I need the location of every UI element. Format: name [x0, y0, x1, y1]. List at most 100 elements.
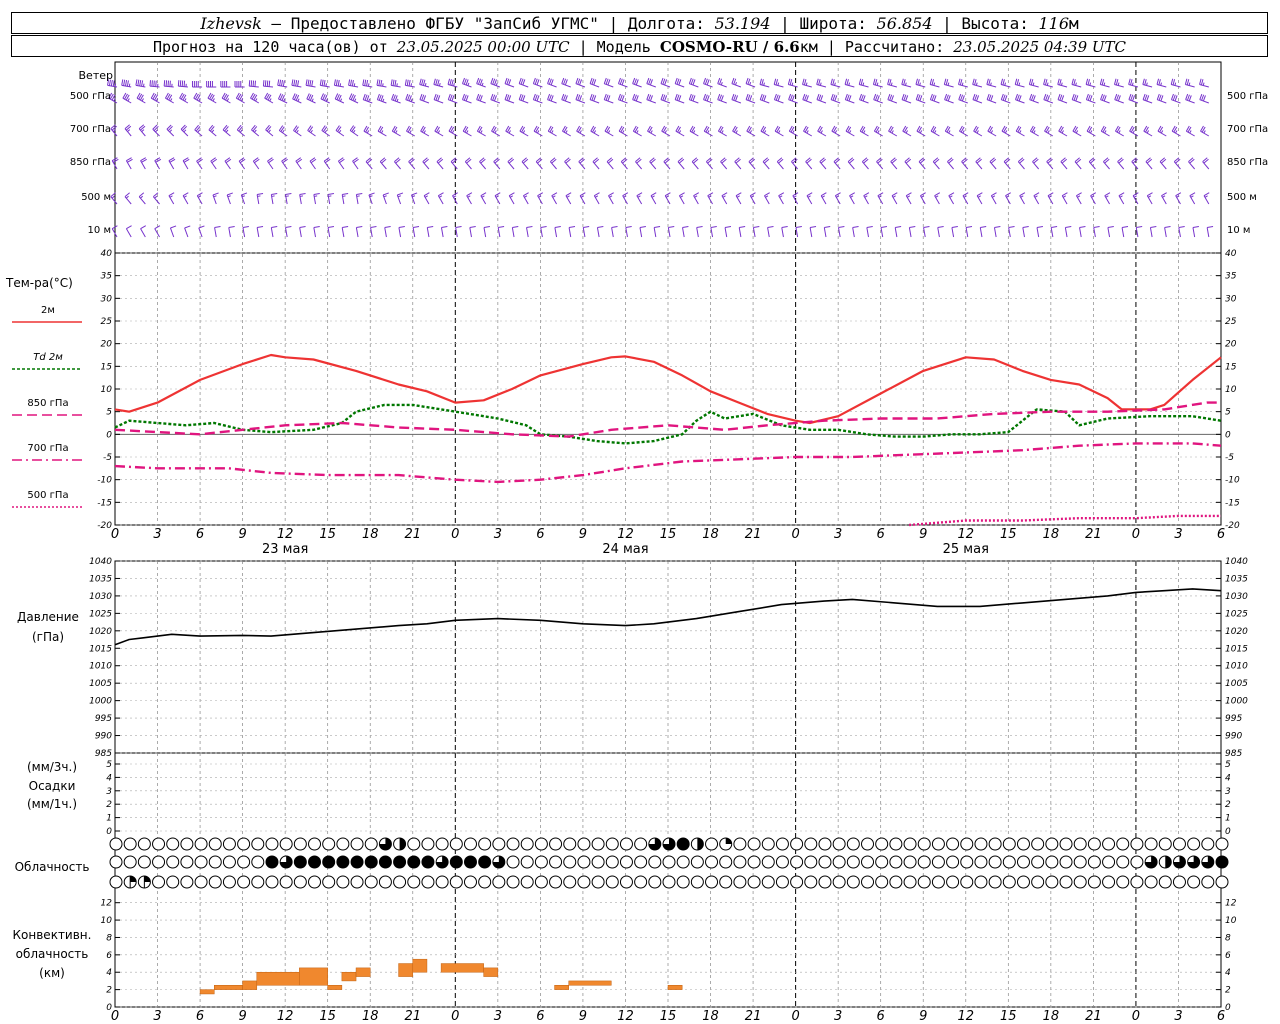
cloud-symbol-circle [279, 875, 293, 889]
cloud-symbol-circle [137, 855, 151, 869]
wind-barb-staff [987, 130, 997, 137]
cloud-symbol-circle [790, 875, 804, 889]
wind-barb-feather [285, 193, 292, 196]
cloud-symbol [123, 855, 137, 869]
alt-unit: м [1069, 14, 1079, 33]
wind-barb [1185, 125, 1195, 137]
wind-barb-feather [990, 158, 997, 164]
wind-barb-feather [820, 95, 824, 102]
wind-barb-staff [575, 99, 586, 104]
wind-barb-staff [447, 84, 458, 88]
wind-barb-half-feather [778, 130, 781, 134]
wind-barb-feather [407, 94, 411, 101]
cloud-symbol-circle [463, 875, 477, 889]
cloud-symbol [1116, 837, 1130, 851]
wind-barb [575, 77, 586, 88]
wind-barb [1079, 226, 1086, 238]
ytick-label-right: 1020 [1225, 627, 1248, 637]
wind-barb-half-feather [1075, 82, 1077, 86]
wind-barb-feather [787, 78, 791, 85]
wind-barb-half-feather [906, 195, 911, 198]
ytick-label-left: 4 [106, 968, 112, 978]
wind-barb-feather [877, 192, 884, 197]
wind-barb-half-feather [314, 195, 318, 197]
wind-barb-feather [820, 158, 826, 164]
cloud-symbol [775, 855, 789, 869]
wind-barb-feather [1088, 126, 1093, 133]
wind-barb-feather [703, 93, 707, 100]
cloud-symbol [1144, 875, 1158, 889]
wind-barb [256, 226, 264, 238]
wind-barb-feather [1132, 192, 1139, 197]
wind-barb-half-feather [949, 195, 953, 198]
wind-barb [221, 92, 231, 104]
wind-barb-feather [391, 125, 396, 132]
wind-barb-half-feather [494, 130, 497, 134]
wind-barb-half-feather [678, 130, 682, 134]
wind-barb-staff [849, 195, 855, 205]
wind-barb-feather [268, 158, 274, 164]
wind-barb-feather [1046, 157, 1052, 163]
wind-barb [905, 192, 912, 205]
wind-barb [452, 192, 458, 205]
wind-barb-half-feather [183, 129, 187, 133]
cloud-symbol [1144, 837, 1158, 851]
cloud-symbol-circle [492, 875, 506, 889]
wind-barb-feather [149, 80, 151, 87]
wind-barb-feather [1186, 79, 1190, 86]
ytick-label-right: 5 [1225, 760, 1231, 770]
cloud-symbol-fill [478, 856, 491, 868]
wind-barb-feather [379, 126, 384, 133]
wind-barb-feather [537, 158, 543, 164]
wind-barb-feather [540, 226, 547, 229]
cloud-symbol [549, 837, 563, 851]
cloud-symbol-circle [605, 837, 619, 851]
ytick-label-left: 1020 [89, 627, 112, 637]
wind-barb [844, 78, 855, 88]
wind-barb-feather [107, 79, 110, 86]
wind-barb-feather [859, 93, 863, 100]
wind-barb-feather [370, 226, 377, 229]
wind-barb-feather [943, 78, 947, 85]
wind-barb [107, 79, 118, 88]
wind-barb [214, 226, 221, 238]
wind-barb [958, 78, 968, 88]
wind-barb-staff [705, 161, 713, 170]
wind-barb [1132, 192, 1139, 205]
wind-barb-feather [915, 93, 919, 100]
wind-barb [717, 93, 727, 104]
wind-barb-staff [973, 130, 983, 137]
hour-label-bottom: 3 [1174, 1009, 1182, 1024]
cloud-symbol-circle [251, 837, 265, 851]
wind-barb-half-feather [480, 130, 483, 134]
wind-barb [1093, 226, 1100, 238]
wind-barb-staff [944, 99, 954, 104]
wind-barb [887, 93, 898, 104]
cloud-symbol [1031, 875, 1045, 889]
cloud-symbol-circle [1059, 855, 1073, 869]
cloud-symbol-circle [251, 875, 265, 889]
cloud-symbol-circle [1130, 837, 1144, 851]
temp-series-line [909, 514, 1221, 527]
wind-barb-staff [809, 227, 813, 238]
cloud-symbol [279, 875, 293, 889]
wind-barb [422, 157, 430, 170]
wind-barb-feather [125, 80, 128, 87]
pressure-series [114, 588, 1222, 646]
wind-barb-feather [422, 79, 426, 86]
wind-barb-feather [533, 125, 538, 132]
convective-bar [214, 985, 243, 990]
wind-barb [379, 157, 387, 170]
wind-barb [406, 125, 416, 137]
cloud-symbol-circle [1016, 875, 1030, 889]
wind-barb [1146, 192, 1153, 205]
wind-barb-feather [127, 158, 133, 163]
wind-barb-staff [660, 83, 671, 88]
wind-barb-feather [1202, 157, 1208, 163]
wind-barb-feather [1142, 93, 1146, 100]
wind-barb [405, 93, 415, 104]
wind-barb [1071, 78, 1082, 88]
wind-barb-feather [465, 95, 469, 102]
wind-barb [522, 192, 529, 205]
wind-barb-feather [436, 157, 442, 163]
